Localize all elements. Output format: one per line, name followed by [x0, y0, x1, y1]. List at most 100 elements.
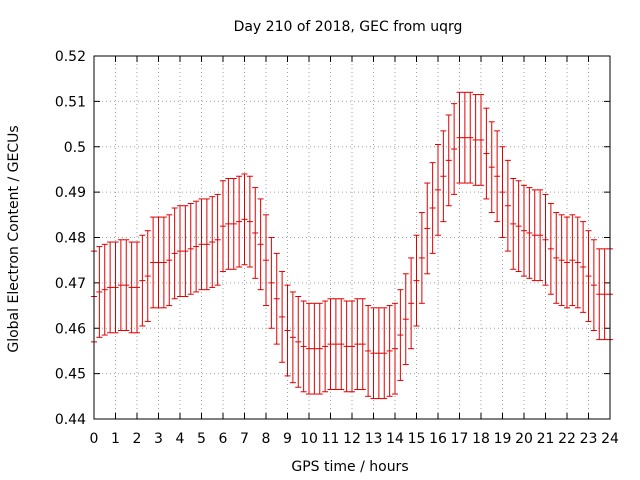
error-bar-point	[574, 216, 581, 309]
error-bar-point	[504, 159, 511, 252]
x-tick-label: 7	[240, 431, 249, 447]
error-bar-point	[203, 198, 210, 291]
error-bar-point	[585, 230, 592, 322]
error-bar-point	[107, 241, 114, 334]
x-tick-label: 11	[322, 431, 340, 447]
error-bar-point	[257, 198, 264, 291]
y-tick-label: 0.45	[55, 367, 86, 383]
error-bar-point	[510, 178, 517, 270]
x-tick-label: 10	[300, 431, 318, 447]
error-bar-point	[300, 300, 307, 393]
x-tick-label: 22	[558, 431, 576, 447]
error-bar-point	[590, 239, 597, 332]
x-tick-label: 5	[197, 431, 206, 447]
error-bar-point	[408, 257, 415, 350]
error-bar-point	[128, 241, 135, 334]
error-bar-point	[537, 189, 544, 282]
error-bar-point	[440, 130, 447, 223]
error-bar-point	[558, 214, 565, 307]
error-bar-point	[284, 284, 291, 377]
y-axis-label: Global Electron Content / GECUs	[6, 125, 22, 352]
error-bar-point	[322, 300, 329, 393]
error-bar-point	[564, 216, 570, 309]
x-tick-label: 6	[219, 431, 228, 447]
error-bar-point	[160, 216, 167, 309]
error-bar-point	[451, 103, 458, 195]
error-bar-point	[359, 298, 366, 391]
error-bar-point	[381, 307, 388, 400]
x-tick-label: 3	[154, 431, 163, 447]
error-bar-point	[531, 189, 538, 282]
x-tick-label: 24	[601, 431, 619, 447]
plot-frame	[93, 55, 611, 420]
error-bar-point	[569, 214, 576, 307]
error-bar-point	[112, 241, 119, 334]
error-bar-point	[241, 173, 248, 266]
axis-ticks: 0 1 2 3 4 5 6 7 8 9 10 11 12 13 14 15 16 17 18 19 20 21 22 23 24…	[55, 49, 619, 447]
error-bar-point	[424, 182, 431, 275]
error-bar-point	[150, 216, 157, 309]
error-bar-point	[209, 196, 216, 288]
error-bar-point	[225, 178, 232, 270]
error-bar-point	[263, 214, 269, 307]
error-bar-point	[139, 234, 146, 327]
error-bar-point	[354, 298, 361, 391]
y-tick-label: 0.52	[55, 49, 86, 65]
error-bar-point	[268, 237, 275, 329]
x-tick-label: 12	[343, 431, 361, 447]
error-bar-point	[370, 307, 377, 400]
error-bar-point	[198, 198, 205, 291]
error-bar-point	[236, 175, 243, 268]
error-bar-point	[295, 295, 302, 388]
error-bar-point	[327, 298, 334, 391]
y-tick-label: 0.49	[55, 185, 86, 201]
error-bar-point	[134, 241, 140, 334]
error-bar-point	[155, 216, 162, 309]
error-bar-point	[101, 243, 108, 336]
error-bar-point	[193, 200, 200, 293]
error-bar-point	[332, 298, 339, 391]
error-bar-point	[375, 307, 382, 400]
x-tick-label: 1	[111, 431, 120, 447]
y-tick-label: 0.46	[55, 321, 86, 337]
error-bar-point	[279, 271, 286, 363]
error-bar-point	[230, 178, 237, 270]
error-bar-point	[365, 305, 372, 397]
error-bar-point	[306, 302, 312, 395]
error-bar-point	[182, 205, 189, 297]
y-tick-label: 0.47	[55, 276, 86, 292]
error-bar-point	[413, 234, 420, 327]
error-bar-point	[273, 252, 280, 345]
error-bar-point	[343, 300, 350, 393]
error-bars	[91, 91, 613, 400]
y-tick-label: 0.48	[55, 231, 86, 247]
x-tick-label: 20	[515, 431, 533, 447]
error-bar-point	[488, 121, 495, 214]
error-bar-point	[472, 94, 479, 186]
x-tick-label: 18	[472, 431, 490, 447]
error-bar-point	[435, 143, 441, 236]
x-tick-label: 14	[386, 431, 404, 447]
x-axis-label: GPS time / hours	[291, 459, 408, 475]
error-bar-point	[397, 289, 404, 381]
error-bar-point	[123, 239, 130, 332]
error-bar-point	[166, 214, 173, 307]
x-tick-label: 17	[451, 431, 469, 447]
x-tick-label: 19	[494, 431, 512, 447]
error-bar-point	[220, 180, 226, 273]
error-bar-point	[483, 107, 490, 200]
error-bar-point	[499, 146, 506, 238]
error-bar-point	[553, 212, 560, 304]
error-bar-point	[386, 305, 393, 397]
x-tick-label: 4	[176, 431, 185, 447]
error-bar-point	[316, 302, 323, 395]
error-bar-point	[515, 180, 522, 273]
x-tick-label: 9	[283, 431, 292, 447]
error-bar-point	[596, 248, 603, 341]
error-bar-point	[547, 202, 554, 295]
chart-title: Day 210 of 2018, GEC from uqrg	[234, 19, 463, 35]
error-bar-point	[494, 130, 501, 223]
error-bar-point	[580, 221, 587, 313]
error-bar-point	[601, 248, 608, 341]
